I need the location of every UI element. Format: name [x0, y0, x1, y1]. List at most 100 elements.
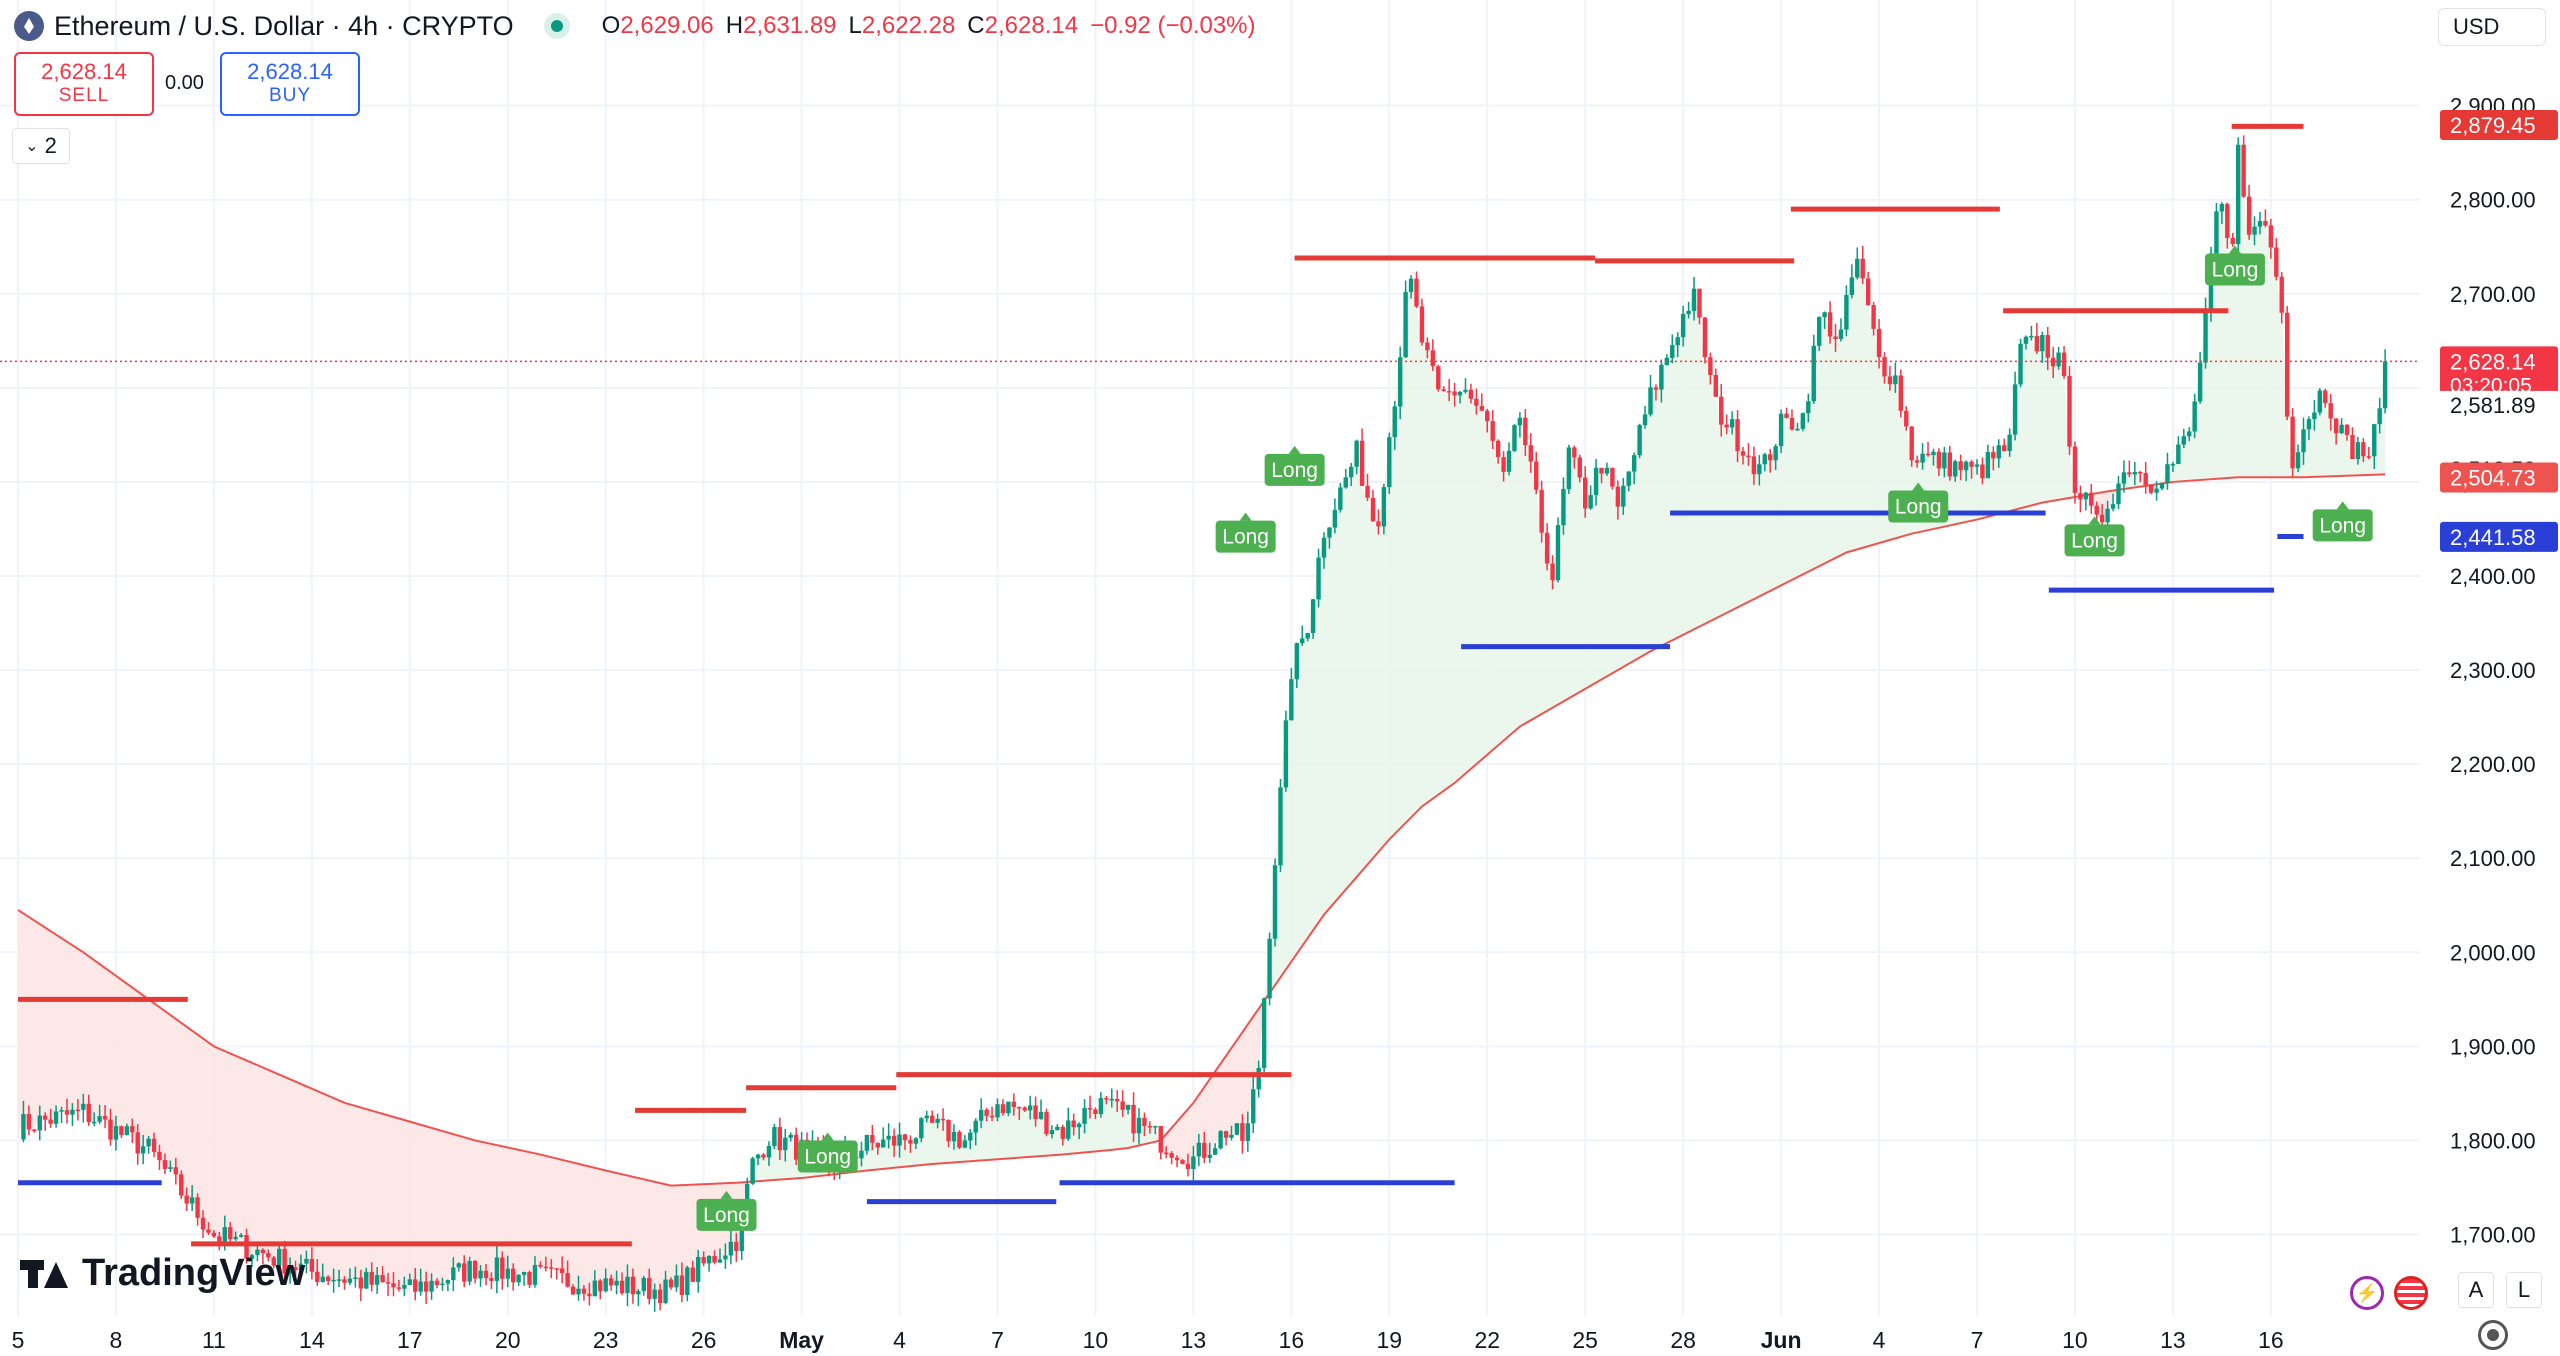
- candle-body: [1778, 413, 1784, 447]
- candle-body: [614, 1280, 619, 1286]
- candlestick-series[interactable]: [21, 135, 2388, 1312]
- candle-body: [2241, 144, 2246, 197]
- x-tick-label: 5: [12, 1327, 25, 1353]
- price-label-bg: [2440, 521, 2558, 552]
- y-tick-label: 2,800.00: [2450, 188, 2536, 213]
- candle-body: [1283, 720, 1289, 788]
- us-flag-icon[interactable]: [2394, 1276, 2428, 1310]
- ma-fill-below: [18, 482, 2163, 1303]
- candle-body: [1523, 417, 1528, 446]
- candle-body: [554, 1268, 559, 1270]
- candle-body: [788, 1134, 793, 1138]
- support-resistance-levels: [18, 123, 2304, 1247]
- y-tick-label: 2,100.00: [2450, 846, 2536, 871]
- candle-body: [989, 1115, 995, 1118]
- candle-body: [1566, 447, 1572, 489]
- long-signal-badge: Long: [1215, 512, 1276, 553]
- tradingview-logo[interactable]: TradingView: [20, 1252, 305, 1295]
- candle-body: [668, 1279, 674, 1288]
- candle-body: [2072, 446, 2078, 494]
- x-tick-label: 17: [397, 1327, 423, 1353]
- ma-fill-areas: [18, 144, 2386, 1303]
- candle-body: [734, 1241, 739, 1251]
- candle-body: [1071, 1120, 1076, 1128]
- long-badge-box: [797, 1140, 858, 1173]
- candle-body: [184, 1195, 189, 1204]
- price-label-ma: 2,504.73: [2440, 462, 2558, 493]
- symbol-title[interactable]: Ethereum / U.S. Dollar · 4h · CRYPTO: [54, 10, 514, 41]
- candle-body: [1109, 1098, 1114, 1101]
- indicators-count: 2: [44, 133, 57, 158]
- candle-body: [1033, 1105, 1038, 1119]
- candle-body: [2165, 464, 2170, 483]
- time-axis[interactable]: 5 8 11 14 17 20 23 26 May 4 7 10 13 16 19 22 25 28 Jun 4 7 10…: [12, 1327, 2284, 1353]
- candle-body: [1349, 466, 1354, 478]
- market-status-icon[interactable]: [543, 13, 570, 39]
- candle-body: [690, 1267, 695, 1282]
- candle-body: [277, 1248, 282, 1266]
- candle-body: [1751, 456, 1757, 475]
- candle-body: [1544, 532, 1550, 564]
- long-badge-box: [2204, 253, 2265, 286]
- auto-scale-button[interactable]: A: [2458, 1272, 2494, 1308]
- candle-body: [543, 1266, 549, 1269]
- candle-body: [1332, 509, 1338, 528]
- tradingview-wordmark: TradingView: [82, 1252, 306, 1294]
- candle-body: [1539, 489, 1544, 533]
- candle-body: [2040, 335, 2045, 352]
- candle-body: [206, 1229, 211, 1233]
- x-tick-label: 13: [2160, 1327, 2186, 1353]
- candle-body: [1555, 525, 1561, 581]
- candle-body: [2083, 492, 2089, 500]
- candle-body: [423, 1281, 429, 1292]
- candle-body: [298, 1263, 304, 1270]
- candle-body: [1207, 1154, 1212, 1158]
- candle-body: [1479, 405, 1485, 411]
- candle-body: [320, 1276, 325, 1282]
- candle-body: [1452, 391, 1457, 396]
- candle-body: [570, 1286, 576, 1295]
- candle-body: [1191, 1156, 1196, 1170]
- long-badge-box: [1264, 453, 1325, 486]
- candle-body: [630, 1276, 636, 1295]
- x-tick-label: 10: [2062, 1327, 2088, 1353]
- gear-icon[interactable]: [2478, 1320, 2508, 1350]
- candle-body: [113, 1126, 119, 1140]
- long-badge-text: Long: [1271, 459, 1318, 482]
- candle-body: [2350, 435, 2355, 459]
- candle-body: [2268, 225, 2274, 248]
- candle-body: [2225, 204, 2230, 239]
- candle-body: [1920, 453, 1925, 463]
- candle-body: [625, 1276, 630, 1294]
- candle-body: [538, 1264, 543, 1267]
- candle-body: [489, 1278, 494, 1281]
- chevron-down-icon: ⌄: [25, 138, 39, 155]
- candle-body: [1963, 461, 1969, 471]
- candle-body: [1338, 487, 1343, 510]
- price-axis[interactable]: 1,700.00 1,800.00 1,900.00 2,000.00 2,100.00…: [2450, 94, 2536, 1248]
- candle-body: [875, 1142, 880, 1148]
- candle-body: [402, 1284, 407, 1289]
- y-tick-label: 2,200.00: [2450, 752, 2536, 777]
- candle-body: [364, 1271, 369, 1289]
- x-tick-label: 26: [691, 1327, 717, 1353]
- candle-body: [1729, 419, 1735, 428]
- lightning-icon[interactable]: ⚡: [2350, 1276, 2384, 1310]
- indicators-toggle-button[interactable]: ⌄ 2: [12, 128, 70, 164]
- sell-button[interactable]: 2,628.14 SELL: [14, 52, 154, 116]
- candle-body: [249, 1255, 255, 1259]
- candle-body: [581, 1288, 587, 1294]
- x-tick-label: May: [779, 1327, 824, 1353]
- candle-body: [1724, 424, 1729, 428]
- candle-body: [2344, 424, 2350, 436]
- log-scale-button[interactable]: L: [2506, 1272, 2542, 1308]
- candle-body: [1898, 375, 1904, 411]
- candle-body: [1974, 464, 1980, 467]
- candle-body: [353, 1277, 358, 1279]
- long-badge-text: Long: [2319, 514, 2366, 537]
- buy-button[interactable]: 2,628.14 BUY: [220, 52, 360, 116]
- candle-body: [287, 1267, 293, 1274]
- currency-selector[interactable]: USD: [2438, 8, 2546, 46]
